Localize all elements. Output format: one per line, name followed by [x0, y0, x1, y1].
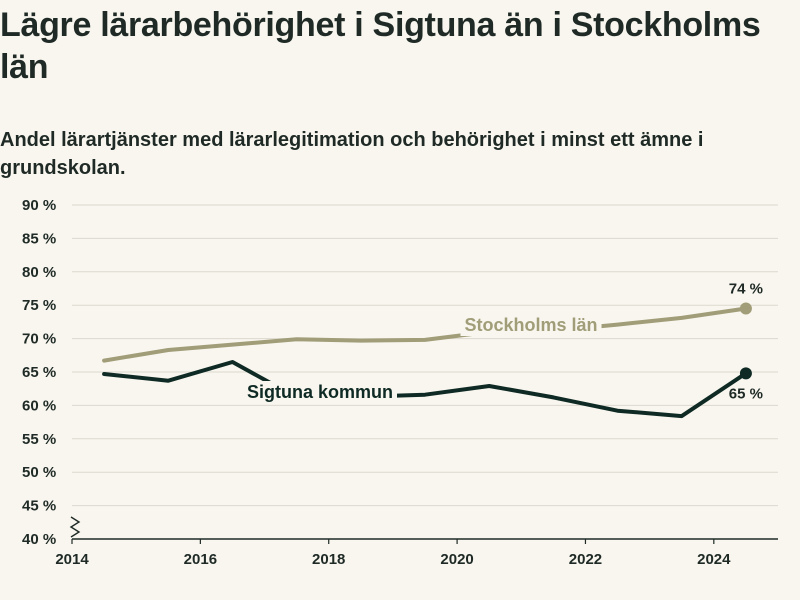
x-tick-label: 2018 [312, 551, 345, 568]
x-tick-label: 2014 [55, 551, 89, 568]
y-tick-label: 45 % [22, 498, 56, 515]
y-tick-label: 85 % [22, 230, 56, 247]
chart-subtitle: Andel lärartjänster med lärarlegitimatio… [0, 129, 704, 179]
series-end-label: 74 % [729, 281, 763, 298]
x-tick-label: 2022 [569, 551, 602, 568]
y-tick-label: 90 % [22, 197, 56, 214]
x-tick-label: 2016 [184, 551, 217, 568]
axis-break-icon [69, 516, 81, 538]
series-label: Stockholms län [464, 315, 597, 335]
chart-title: Lägre lärarbehörighet i Sigtuna än i Sto… [0, 6, 761, 86]
series-end-point [739, 367, 752, 380]
series-end-label: 65 % [729, 385, 763, 402]
y-tick-label: 50 % [22, 464, 56, 481]
series-end-point [739, 302, 752, 315]
y-tick-label: 40 % [22, 531, 56, 548]
y-tick-label: 70 % [22, 331, 56, 348]
series-line-sigtuna-kommun [102, 360, 748, 419]
y-tick-label: 80 % [22, 264, 56, 281]
y-tick-label: 75 % [22, 297, 56, 314]
y-tick-label: 60 % [22, 397, 56, 414]
y-tick-label: 55 % [22, 431, 56, 448]
y-tick-label: 65 % [22, 364, 56, 381]
x-tick-label: 2020 [440, 551, 473, 568]
series-label: Sigtuna kommun [247, 382, 393, 402]
x-tick-label: 2024 [697, 551, 731, 568]
series-label-bg [242, 381, 398, 403]
series-line-stockholms-lan [102, 306, 748, 363]
series-label-bg [460, 314, 602, 336]
